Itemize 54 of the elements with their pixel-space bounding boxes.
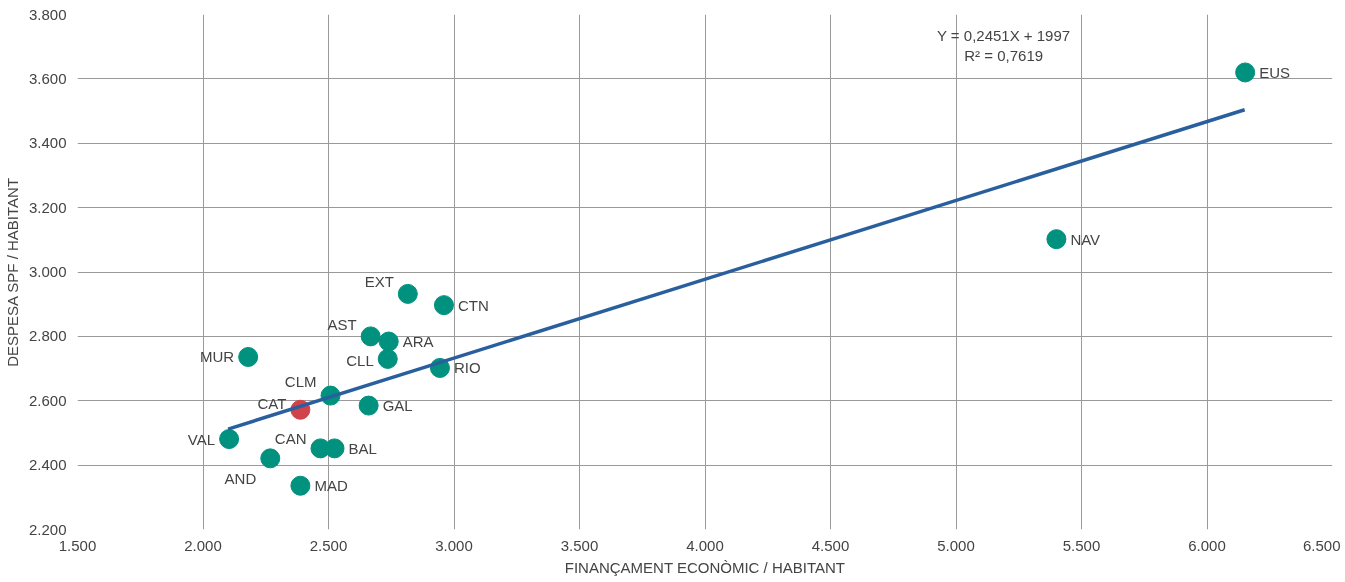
y-tick-label: 2.600 bbox=[28, 391, 67, 409]
data-label: GAL bbox=[382, 397, 413, 415]
data-label: CAN bbox=[274, 429, 307, 447]
data-label: MAD bbox=[314, 477, 348, 495]
point bbox=[219, 429, 240, 450]
point bbox=[377, 348, 398, 369]
data-label: CAT bbox=[257, 395, 287, 413]
x-tick-label: 6.500 bbox=[1302, 536, 1341, 554]
y-tick-label: 3.000 bbox=[28, 263, 67, 280]
x-tick-label: 4.500 bbox=[811, 536, 850, 554]
x-tick-label: 3.000 bbox=[435, 536, 473, 554]
y-tick-label: 2.400 bbox=[28, 456, 67, 474]
annotation: Y = 0,2451X + 1997 bbox=[936, 26, 1071, 44]
data-label: AND bbox=[224, 469, 257, 487]
y-tick-label: 3.800 bbox=[28, 5, 67, 23]
point bbox=[324, 438, 345, 459]
point bbox=[290, 475, 311, 496]
x-tick-label: 6.000 bbox=[1188, 536, 1226, 554]
x-tick-label: 1.500 bbox=[58, 536, 97, 554]
data-label: NAV bbox=[1070, 230, 1101, 248]
point bbox=[238, 346, 259, 367]
data-label: CLM bbox=[284, 373, 317, 391]
x-tick-label: 3.500 bbox=[560, 536, 599, 554]
y-axis-title: DESPESA SPF / HABITANT bbox=[3, 177, 21, 367]
data-label: CTN bbox=[457, 296, 489, 314]
y-tick-label: 3.200 bbox=[28, 198, 67, 216]
x-tick-label: 2.000 bbox=[184, 536, 222, 554]
x-tick-label: 2.500 bbox=[309, 536, 348, 554]
x-tick-label: 4.000 bbox=[686, 536, 724, 554]
data-label: ARA bbox=[402, 333, 434, 351]
annotation: R² = 0,7619 bbox=[964, 47, 1044, 65]
point bbox=[260, 448, 281, 469]
point bbox=[378, 331, 399, 352]
point bbox=[1046, 229, 1067, 250]
x-axis-title: FINANÇAMENT ECONÒMIC / HABITANT bbox=[564, 558, 846, 576]
data-label: MUR bbox=[200, 348, 235, 366]
y-tick-label: 2.800 bbox=[28, 327, 67, 345]
x-tick-label: 5.000 bbox=[937, 536, 975, 554]
y-tick-label: 3.400 bbox=[28, 134, 67, 152]
y-tick-label: 2.200 bbox=[28, 520, 67, 538]
data-label: EUS bbox=[1259, 63, 1290, 81]
data-label: RIO bbox=[453, 359, 481, 377]
data-label: BAL bbox=[348, 439, 377, 457]
point bbox=[1235, 62, 1256, 83]
data-label: CLL bbox=[346, 352, 374, 370]
point bbox=[397, 283, 418, 304]
data-label: AST bbox=[327, 315, 357, 333]
point bbox=[433, 295, 454, 316]
y-tick-label: 3.600 bbox=[28, 69, 67, 87]
data-label: VAL bbox=[187, 430, 216, 448]
data-label: EXT bbox=[364, 273, 394, 291]
point bbox=[358, 395, 379, 416]
point bbox=[360, 326, 381, 347]
x-tick-label: 5.500 bbox=[1062, 536, 1101, 554]
